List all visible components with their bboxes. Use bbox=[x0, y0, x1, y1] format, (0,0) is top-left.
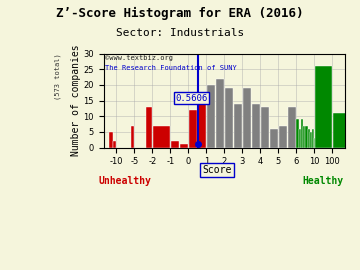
Bar bbox=[270, 129, 278, 147]
Bar bbox=[243, 88, 251, 147]
Bar bbox=[180, 144, 188, 147]
Bar bbox=[153, 126, 170, 147]
Bar bbox=[305, 126, 307, 147]
Bar bbox=[252, 104, 260, 147]
Text: Z’-Score Histogram for ERA (2016): Z’-Score Histogram for ERA (2016) bbox=[56, 7, 304, 20]
Text: Sector: Industrials: Sector: Industrials bbox=[116, 28, 244, 38]
Text: ©www.textbiz.org: ©www.textbiz.org bbox=[105, 55, 173, 61]
Bar bbox=[296, 119, 298, 147]
Bar bbox=[234, 104, 242, 147]
Bar bbox=[131, 126, 134, 147]
Bar bbox=[312, 129, 314, 147]
Bar bbox=[109, 132, 113, 147]
Text: 0.5606: 0.5606 bbox=[176, 94, 208, 103]
Text: Score: Score bbox=[202, 166, 232, 176]
Bar bbox=[225, 88, 233, 147]
Text: Unhealthy: Unhealthy bbox=[99, 176, 152, 186]
Bar bbox=[279, 126, 287, 147]
Bar bbox=[301, 119, 303, 147]
Bar bbox=[189, 110, 197, 147]
Bar bbox=[303, 126, 305, 147]
Y-axis label: Number of companies: Number of companies bbox=[71, 45, 81, 156]
Bar bbox=[261, 107, 269, 147]
Bar bbox=[299, 129, 301, 147]
Text: Healthy: Healthy bbox=[303, 176, 344, 186]
Bar bbox=[333, 113, 350, 147]
Bar bbox=[216, 79, 224, 147]
Bar bbox=[310, 132, 312, 147]
Text: (573 total): (573 total) bbox=[55, 54, 61, 100]
Bar bbox=[113, 141, 116, 147]
Bar bbox=[308, 129, 310, 147]
Bar bbox=[147, 107, 152, 147]
Bar bbox=[315, 66, 332, 147]
Bar bbox=[207, 85, 215, 147]
Bar bbox=[288, 107, 296, 147]
Bar bbox=[198, 104, 206, 147]
Bar bbox=[171, 141, 179, 147]
Text: The Research Foundation of SUNY: The Research Foundation of SUNY bbox=[105, 65, 237, 71]
